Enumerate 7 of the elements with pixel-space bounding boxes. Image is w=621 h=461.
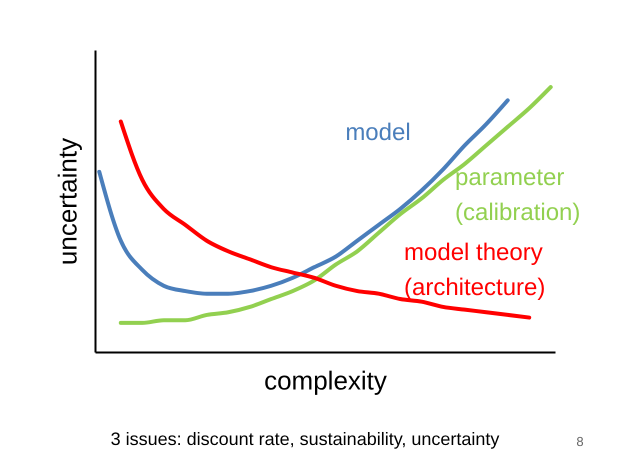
x-axis-title: complexity [264, 366, 387, 396]
y-axis-title: uncertainty [52, 138, 82, 266]
series-label: model theory (architecture) [404, 239, 546, 301]
text: 8 [576, 434, 584, 449]
series-label: model [345, 119, 411, 146]
text: 3 issues: discount rate, sustainability, uncertainty [110, 429, 500, 449]
series-label: parameter (calibration) [455, 164, 580, 226]
